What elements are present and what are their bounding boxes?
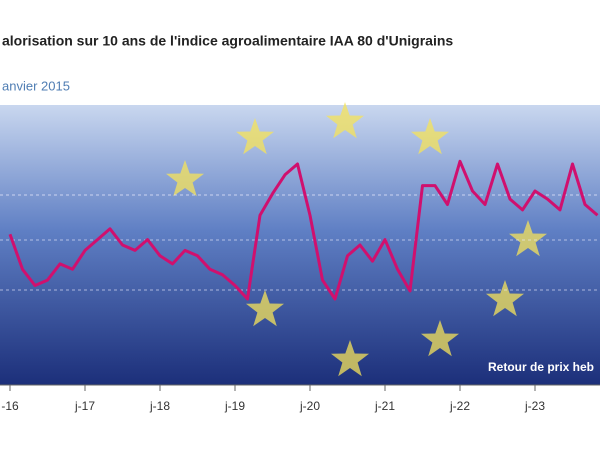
- star: [509, 220, 547, 257]
- x-tick-label: -16: [1, 399, 19, 413]
- chart-title: alorisation sur 10 ans de l'indice agroa…: [2, 33, 453, 49]
- x-tick-label: j-19: [224, 399, 245, 413]
- x-tick-label: j-17: [74, 399, 95, 413]
- annotation: Retour de prix heb: [488, 360, 594, 374]
- x-tick-label: j-22: [449, 399, 470, 413]
- x-tick-label: j-21: [374, 399, 395, 413]
- star: [421, 320, 459, 357]
- background-image: [0, 105, 600, 385]
- x-tick-label: j-23: [524, 399, 545, 413]
- star: [331, 340, 369, 377]
- series-line: [8, 159, 599, 301]
- star: [486, 280, 524, 317]
- stars: [166, 102, 547, 377]
- star: [236, 118, 274, 155]
- x-tick-label: j-18: [149, 399, 170, 413]
- chart-subtitle: anvier 2015: [2, 78, 70, 93]
- x-tick-label: j-20: [299, 399, 320, 413]
- star: [246, 290, 284, 327]
- star: [411, 118, 449, 155]
- star: [326, 102, 364, 139]
- star: [166, 160, 204, 197]
